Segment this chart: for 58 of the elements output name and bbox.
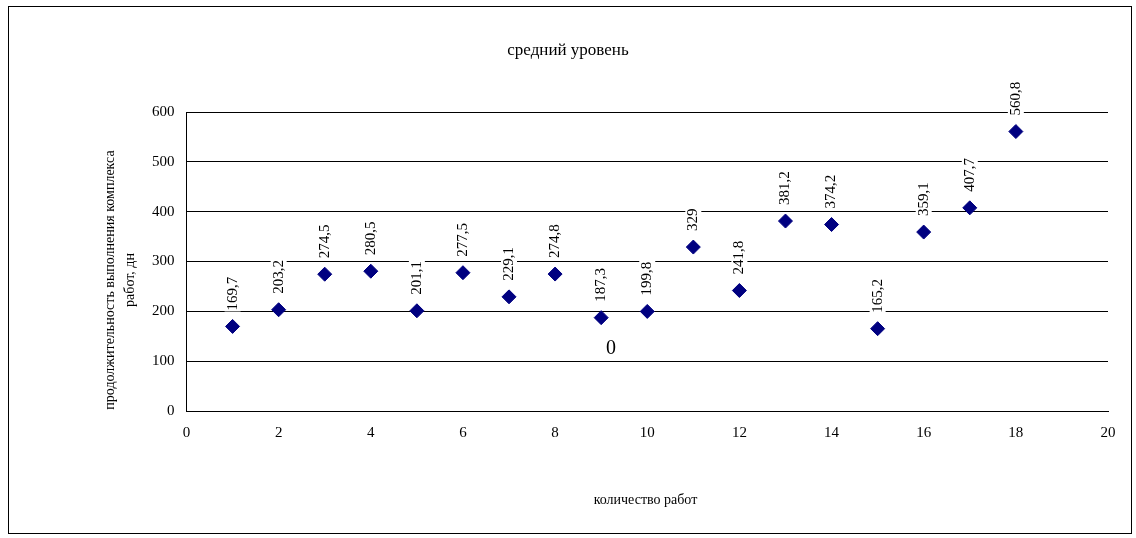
point (870, 321, 886, 337)
data-label: 165,2 (868, 278, 885, 313)
data-label: 374,2 (822, 174, 839, 209)
point (916, 224, 932, 240)
data-label: 203,2 (269, 259, 286, 294)
data-label: 199,8 (638, 261, 655, 296)
point (271, 302, 287, 318)
point (685, 239, 701, 255)
x-tick-label: 6 (459, 423, 468, 440)
point (731, 283, 747, 298)
point (777, 213, 793, 229)
data-label: 381,2 (776, 171, 793, 206)
data-label: 241,8 (730, 240, 747, 275)
data-label: 187,3 (592, 267, 609, 302)
y-tick-label: 500 (152, 152, 175, 169)
y-axis-title: продолжительность выполнения комплекса работ, дн (101, 149, 138, 412)
y-tick-label: 600 (152, 102, 175, 119)
x-tick-label: 8 (551, 423, 559, 440)
x-tick-label: 14 (824, 423, 840, 440)
annotation: 0 (606, 336, 616, 358)
point (962, 200, 978, 216)
point (317, 266, 333, 282)
data-label: 329 (684, 208, 701, 232)
data-label: 359,1 (914, 182, 931, 217)
point (363, 263, 379, 279)
point (593, 310, 609, 326)
point (1008, 124, 1024, 140)
data-label: 201,1 (407, 261, 424, 295)
data-label: 169,7 (223, 276, 240, 311)
x-tick-label: 10 (639, 423, 655, 440)
point (501, 289, 517, 305)
point (824, 217, 840, 233)
data-label: 274,8 (546, 224, 563, 259)
y-tick-label: 400 (152, 202, 175, 219)
x-tick-label: 12 (731, 423, 747, 440)
y-tick-label: 300 (152, 252, 175, 269)
chart-title: средний уровень (506, 40, 630, 60)
data-label: 274,5 (315, 224, 332, 259)
point (547, 266, 563, 282)
data-label: 280,5 (361, 221, 378, 256)
x-tick-label: 4 (367, 423, 376, 440)
point (225, 318, 241, 334)
x-tick-label: 16 (916, 423, 932, 440)
point (455, 265, 471, 281)
x-tick-label: 0 (182, 423, 191, 440)
data-label: 229,1 (499, 247, 516, 281)
y-tick-label: 100 (152, 352, 175, 369)
x-axis-title: количество работ (592, 492, 699, 508)
x-tick-label: 20 (1100, 423, 1116, 440)
point (639, 303, 655, 319)
y-tick-label: 0 (167, 401, 175, 418)
x-tick-label: 2 (274, 423, 283, 440)
x-tick-label: 18 (1008, 423, 1024, 440)
data-label: 277,5 (453, 222, 470, 257)
y-tick-label: 200 (152, 302, 175, 319)
point (409, 303, 425, 319)
data-label: 560,8 (1006, 81, 1023, 116)
data-label: 407,7 (960, 157, 977, 192)
